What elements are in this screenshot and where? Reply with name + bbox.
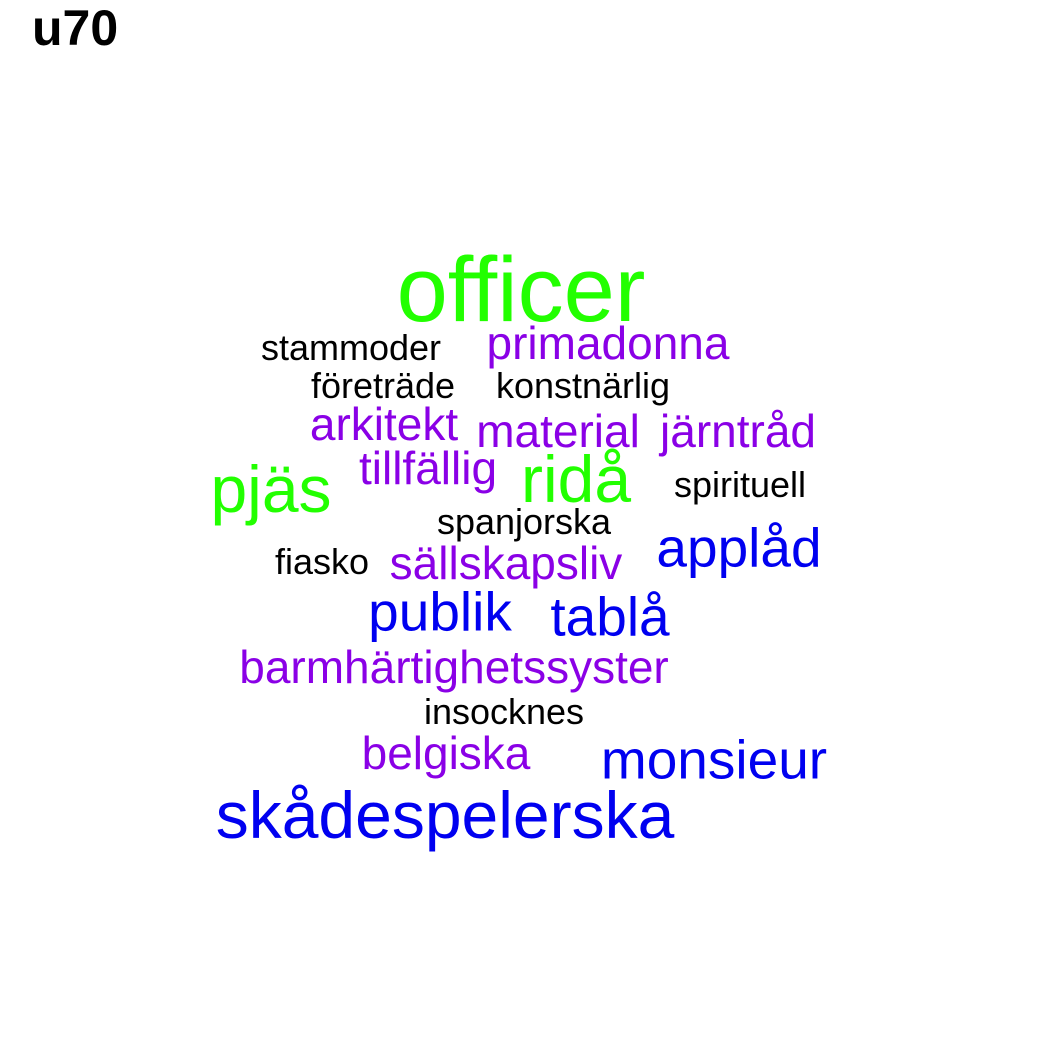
word-material: material (476, 405, 640, 457)
word-officer: officer (396, 239, 646, 341)
word-primadonna: primadonna (486, 317, 730, 369)
word-insocknes: insocknes (423, 691, 585, 732)
word-barmhartighetssyster: barmhärtighetssyster (239, 641, 669, 693)
word-tillfallig: tillfällig (358, 442, 498, 494)
word-sallskapsliv: sällskapsliv (389, 537, 623, 589)
word-tabla: tablå (550, 585, 670, 648)
word-konstnarlig: konstnärlig (495, 365, 671, 406)
word-publik: publik (368, 580, 512, 643)
word-spirituell: spirituell (673, 464, 807, 505)
word-belgiska: belgiska (361, 727, 531, 779)
word-skadespelerska: skådespelerska (215, 778, 675, 852)
word-foretrade: företräde (310, 365, 456, 406)
word-pjas: pjäs (210, 452, 332, 526)
cloud-title: u70 (32, 0, 119, 56)
word-applad: applåd (656, 516, 822, 579)
word-stammoder: stammoder (260, 327, 442, 368)
word-monsieur: monsieur (600, 728, 828, 791)
word-jarntrad: järntråd (660, 405, 816, 457)
word-rida: ridå (520, 442, 632, 516)
word-fiasko: fiasko (274, 541, 370, 582)
word-spanjorska: spanjorska (436, 501, 612, 542)
word-arkitekt: arkitekt (309, 398, 459, 450)
